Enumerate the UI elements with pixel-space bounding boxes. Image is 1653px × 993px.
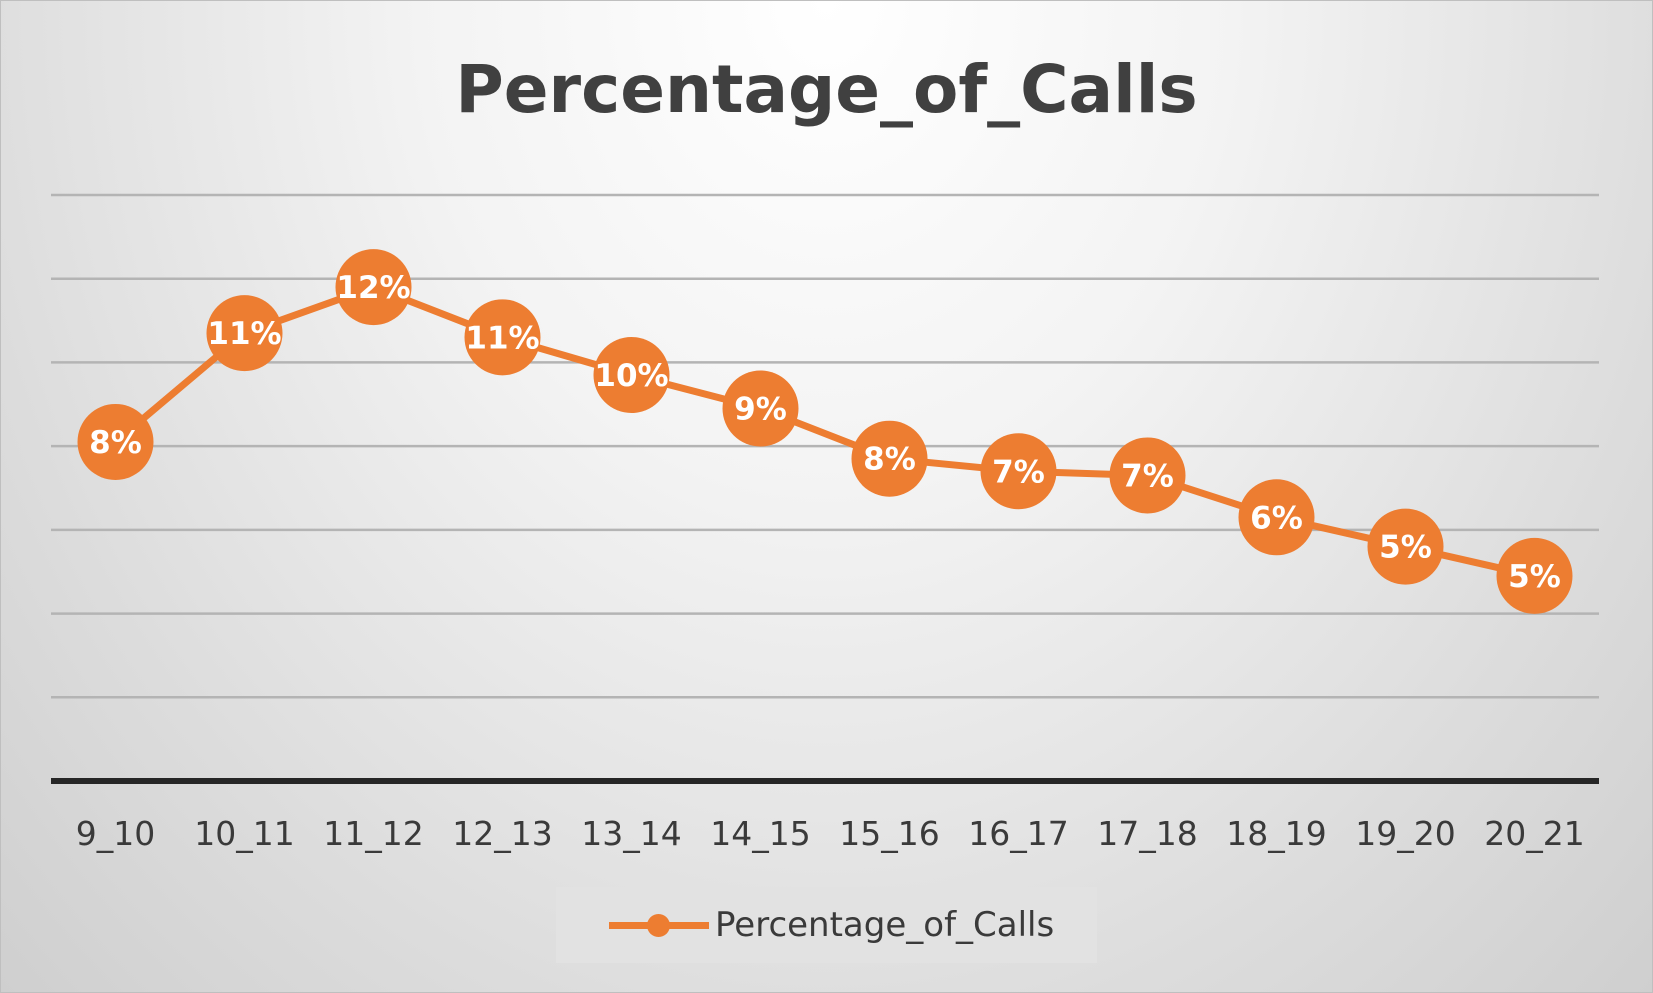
x-tick-label: 11_12 xyxy=(323,814,423,853)
x-tick-label: 17_18 xyxy=(1097,814,1197,853)
legend-label: Percentage_of_Calls xyxy=(715,905,1055,945)
gridlines xyxy=(51,193,1599,699)
data-point-marker xyxy=(1109,437,1186,514)
data-label: 9% xyxy=(734,391,787,427)
data-label: 7% xyxy=(992,454,1045,490)
x-tick-label: 14_15 xyxy=(710,814,810,853)
chart-title: Percentage_of_Calls xyxy=(455,51,1198,128)
x-tick-label: 20_21 xyxy=(1484,814,1584,853)
data-point-marker xyxy=(851,420,928,497)
series-markers xyxy=(77,249,1573,614)
data-label: 7% xyxy=(1121,458,1174,494)
data-label: 12% xyxy=(336,270,410,306)
data-label: 8% xyxy=(89,425,142,461)
data-label: 5% xyxy=(1508,559,1561,595)
x-tick-label: 18_19 xyxy=(1226,814,1326,853)
data-point-marker xyxy=(722,370,799,447)
x-tick-labels: 9_10 10_11 11_12 12_13 13_14 14_15 15_16 16_17 1… xyxy=(76,814,1585,853)
data-label: 8% xyxy=(863,442,916,478)
x-tick-label: 13_14 xyxy=(581,814,681,853)
data-point-marker xyxy=(77,403,154,480)
data-point-marker xyxy=(980,433,1057,510)
x-tick-label: 12_13 xyxy=(452,814,552,853)
data-label: 11% xyxy=(465,320,539,356)
x-tick-label: 10_11 xyxy=(194,814,294,853)
data-point-marker xyxy=(1496,537,1573,614)
data-point-marker xyxy=(464,299,541,376)
legend-line-marker-icon xyxy=(609,907,709,943)
x-tick-label: 16_17 xyxy=(968,814,1068,853)
data-point-marker xyxy=(206,295,283,372)
data-point-marker xyxy=(593,336,670,413)
data-point-marker xyxy=(1367,508,1444,585)
data-label: 6% xyxy=(1250,500,1303,536)
x-tick-label: 15_16 xyxy=(839,814,939,853)
data-label: 5% xyxy=(1379,530,1432,566)
data-labels: 8% 11% 12% 11% 10% 9% 8% 7% 7% 6% 5% 5% xyxy=(89,270,1561,595)
data-point-marker xyxy=(1238,479,1315,556)
data-label: 11% xyxy=(207,316,281,352)
x-tick-label: 19_20 xyxy=(1355,814,1455,853)
legend: Percentage_of_Calls xyxy=(556,887,1097,963)
data-label: 10% xyxy=(594,358,668,394)
series-line xyxy=(113,283,1536,580)
x-tick-label: 9_10 xyxy=(76,814,156,853)
data-point-marker xyxy=(335,249,412,326)
